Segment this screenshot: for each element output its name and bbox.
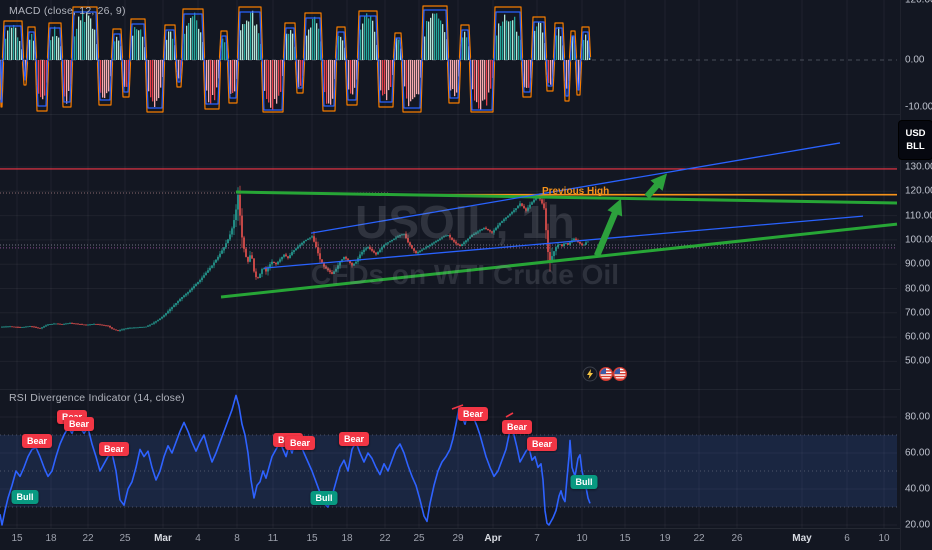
macd-axis-label: -10.00 xyxy=(905,101,932,113)
time-axis-label: 22 xyxy=(379,533,391,544)
time-axis-label: 15 xyxy=(306,533,318,544)
macd-line xyxy=(0,9,591,111)
panel-separator[interactable] xyxy=(0,389,900,390)
bear-badge: Bear xyxy=(457,407,489,421)
unit-badge-currency: USD xyxy=(905,128,926,139)
time-axis-label: 29 xyxy=(452,533,464,544)
time-axis-label: 15 xyxy=(619,533,631,544)
upper-green-channel xyxy=(235,190,898,205)
price-axis-label: 120.00 xyxy=(905,185,932,197)
usa-flag-icon[interactable] xyxy=(612,366,628,387)
watermark-symbol: USOIL, 1h xyxy=(355,196,575,248)
lower-green-channel xyxy=(220,222,898,299)
panel-separator[interactable] xyxy=(0,114,900,115)
clipped-axis-label: 120.00 xyxy=(905,0,932,6)
time-axis-label: 4 xyxy=(195,533,201,544)
time-axis-label: Apr xyxy=(484,533,502,544)
bull-badge: Bull xyxy=(570,475,598,489)
usa-flag-icon[interactable] xyxy=(598,366,614,387)
rsi-indicator-title[interactable]: RSI Divergence Indicator (14, close) xyxy=(9,392,185,404)
price-axis-label: 70.00 xyxy=(905,307,931,319)
rsi-band xyxy=(0,434,897,508)
time-axis-label: 25 xyxy=(119,533,131,544)
price-axis-label: 100.00 xyxy=(905,234,932,246)
time-axis-border xyxy=(0,528,900,529)
bear-badge: Bear xyxy=(338,432,370,446)
divergence-tick xyxy=(451,404,464,410)
price-axis-label: 90.00 xyxy=(905,258,931,270)
price-axis-label: 80.00 xyxy=(905,283,931,294)
time-axis-label: May xyxy=(792,533,812,544)
bear-badge: Bear xyxy=(501,420,533,434)
green-arrow-head xyxy=(650,173,667,191)
lower-blue-line xyxy=(263,215,864,269)
bear-badge: Bear xyxy=(21,434,53,448)
unit-badge: USD BLL xyxy=(898,120,932,160)
macd-indicator-title[interactable]: MACD (close, 12, 26, 9) xyxy=(9,5,126,17)
time-axis-label: 6 xyxy=(844,533,850,544)
bull-badge: Bull xyxy=(11,490,39,504)
rsi-axis-label: 40.00 xyxy=(905,483,931,495)
watermark-description: CFDs on WTI Crude Oil xyxy=(311,259,619,290)
bear-badge: Bear xyxy=(284,436,316,450)
time-axis-label: 11 xyxy=(267,533,279,544)
candlesticks[interactable] xyxy=(1,185,589,332)
macd-axis-label: 0.00 xyxy=(905,54,925,66)
time-axis-label: 10 xyxy=(576,533,588,544)
upper-blue-line xyxy=(310,142,841,234)
rsi-axis-label: 80.00 xyxy=(905,411,931,423)
previous-high-label[interactable]: Previous High xyxy=(542,186,610,197)
rsi-axis-label: 20.00 xyxy=(905,519,931,531)
unit-badge-unit: BLL xyxy=(906,140,925,152)
time-axis-label: 18 xyxy=(45,533,57,544)
macd-signal-line xyxy=(0,5,592,113)
bear-badge: Bear xyxy=(526,437,558,451)
bear-badge: Bear xyxy=(63,417,95,431)
time-axis-label: 8 xyxy=(234,533,240,544)
time-axis-label: 25 xyxy=(413,533,425,544)
macd-panel[interactable] xyxy=(0,5,897,113)
price-axis-label: 130.00 xyxy=(905,161,932,173)
green-arrow xyxy=(594,205,621,257)
lightning-icon[interactable] xyxy=(582,366,598,387)
trendlines[interactable] xyxy=(220,142,898,299)
price-axis-label: 110.00 xyxy=(905,210,932,222)
price-axis-label: 50.00 xyxy=(905,355,931,367)
time-axis-label: 10 xyxy=(878,533,890,544)
green-arrow-head xyxy=(607,198,623,217)
time-axis-label: 26 xyxy=(731,533,743,544)
price-axis-label: 60.00 xyxy=(905,331,931,343)
time-axis-label: 19 xyxy=(659,533,671,544)
time-axis-label: 15 xyxy=(11,533,23,544)
time-axis-label: 22 xyxy=(693,533,705,544)
rsi-axis-label: 60.00 xyxy=(905,447,931,459)
divergence-tick xyxy=(505,412,514,418)
bear-badge: Bear xyxy=(98,442,130,456)
time-axis-label: 22 xyxy=(82,533,94,544)
time-axis-label: 18 xyxy=(341,533,353,544)
bull-badge: Bull xyxy=(310,491,338,505)
time-axis-label: Mar xyxy=(154,533,172,544)
time-axis-label: 7 xyxy=(534,533,540,544)
price-axis-border xyxy=(900,0,901,550)
